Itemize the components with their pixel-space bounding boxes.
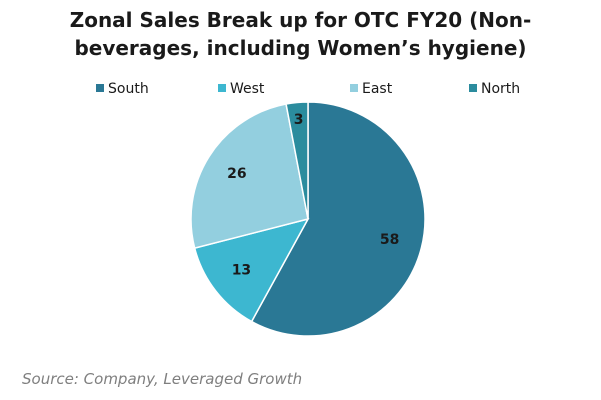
legend-label: South: [108, 81, 149, 97]
source-note: Source: Company, Leveraged Growth: [22, 370, 303, 388]
chart-title: Zonal Sales Break up for OTC FY20 (Non-b…: [69, 8, 532, 60]
data-label: 58: [380, 232, 399, 248]
legend-label: North: [481, 81, 520, 97]
legend-swatch: [218, 84, 226, 92]
legend-swatch: [469, 84, 477, 92]
pie-slice: [193, 217, 310, 323]
legend-swatch: [350, 84, 358, 92]
data-label: 3: [294, 112, 304, 128]
data-label: 13: [232, 263, 251, 279]
pie-slice: [190, 103, 309, 250]
legend-swatch: [96, 84, 104, 92]
data-label: 26: [227, 166, 246, 182]
legend-label: East: [362, 81, 393, 97]
legend-label: West: [230, 81, 265, 97]
pie-slice: [285, 101, 309, 220]
pie-slice: [250, 101, 426, 337]
